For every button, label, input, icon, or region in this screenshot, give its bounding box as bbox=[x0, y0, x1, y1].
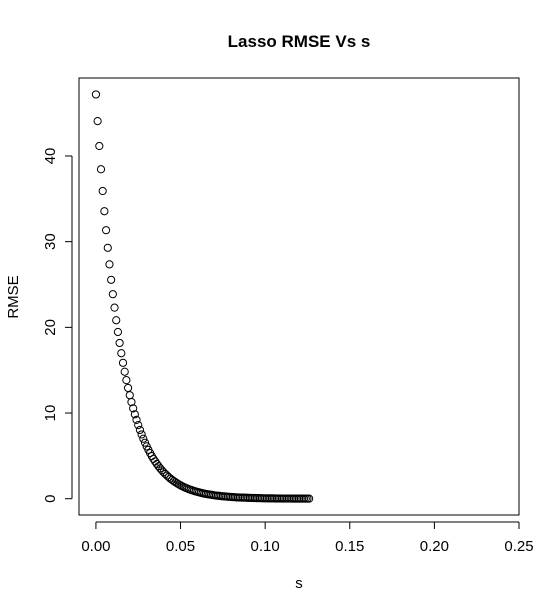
y-tick-label: 0 bbox=[42, 495, 59, 503]
data-point bbox=[127, 397, 136, 407]
data-point bbox=[132, 415, 141, 424]
y-tick-label: 20 bbox=[42, 319, 59, 336]
x-axis-label: s bbox=[295, 575, 303, 592]
data-point bbox=[118, 358, 128, 367]
y-tick-label: 30 bbox=[42, 233, 59, 250]
data-point bbox=[101, 226, 111, 235]
data-point bbox=[129, 404, 138, 413]
data-point bbox=[123, 383, 133, 393]
y-axis-label: RMSE bbox=[5, 275, 22, 318]
data-point bbox=[100, 207, 109, 216]
data-point bbox=[122, 376, 131, 385]
x-tick-label: 0.25 bbox=[504, 538, 533, 555]
data-point bbox=[108, 290, 117, 299]
data-point bbox=[130, 410, 139, 419]
y-tick-label: 40 bbox=[42, 148, 59, 165]
data-point bbox=[305, 494, 314, 503]
y-axis: 0 10 20 30 40 bbox=[42, 148, 73, 503]
data-point bbox=[120, 367, 129, 376]
data-point bbox=[107, 275, 116, 284]
data-point bbox=[134, 421, 143, 430]
data-points bbox=[91, 90, 314, 503]
data-point bbox=[113, 327, 123, 337]
x-axis: 0.00 0.05 0.10 0.15 0.20 0.25 bbox=[81, 521, 534, 555]
data-point bbox=[137, 430, 146, 439]
x-tick-label: 0.05 bbox=[166, 538, 195, 555]
data-point bbox=[103, 243, 112, 252]
data-point bbox=[139, 434, 148, 443]
x-tick-label: 0.10 bbox=[251, 538, 280, 555]
y-tick-label: 10 bbox=[42, 405, 59, 422]
x-tick-label: 0.15 bbox=[335, 538, 364, 555]
data-point bbox=[117, 349, 126, 358]
data-point bbox=[95, 141, 104, 151]
data-point bbox=[105, 260, 114, 269]
data-point bbox=[140, 438, 150, 447]
data-point bbox=[93, 117, 102, 126]
plot-frame bbox=[78, 77, 520, 516]
data-point bbox=[125, 391, 134, 400]
x-tick-label: 0.00 bbox=[81, 538, 110, 555]
data-point bbox=[96, 165, 106, 174]
data-point bbox=[112, 316, 121, 325]
data-point bbox=[91, 90, 101, 99]
data-point bbox=[115, 338, 124, 348]
data-point bbox=[110, 303, 119, 312]
chart-title: Lasso RMSE Vs s bbox=[228, 32, 371, 51]
data-point bbox=[135, 425, 145, 435]
x-tick-label: 0.20 bbox=[420, 538, 449, 555]
data-point bbox=[98, 186, 107, 196]
